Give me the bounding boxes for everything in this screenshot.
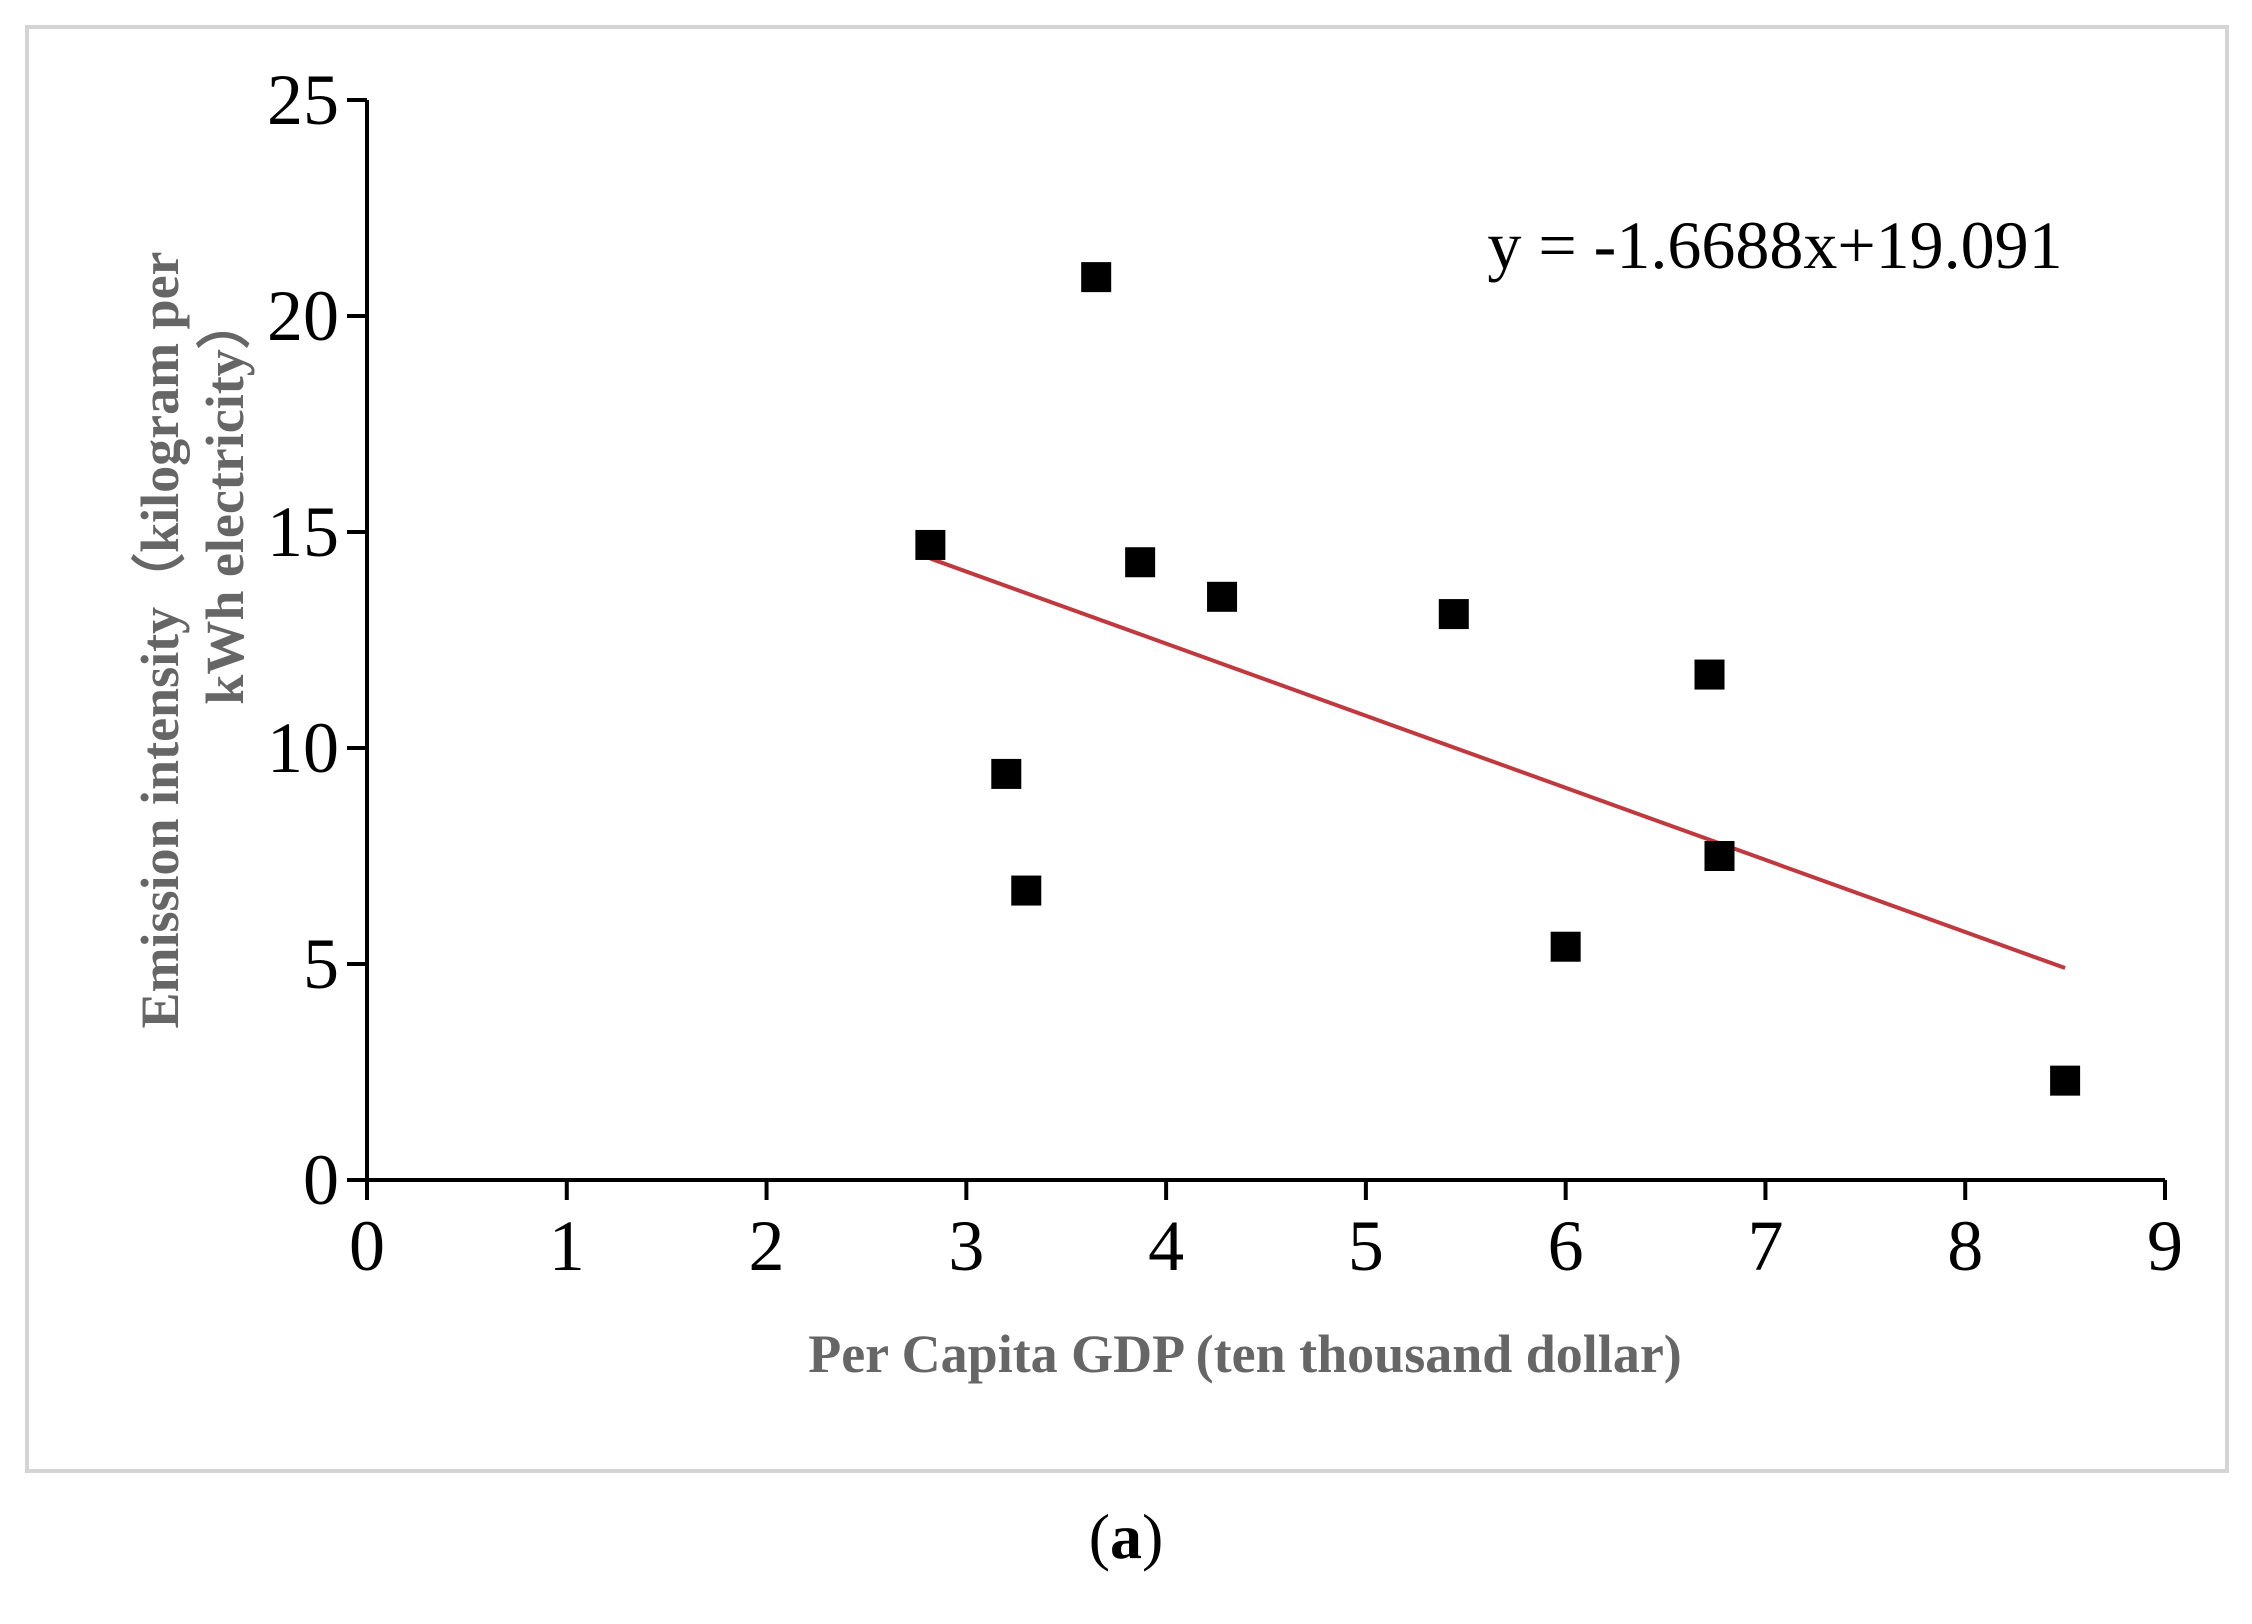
y-axis-title: Emission intensity（kilogram per kWh elec… <box>130 251 255 1028</box>
y-axis-title-line-2: kWh electricity） <box>195 295 255 704</box>
panel-label-close: ) <box>1142 1501 1164 1572</box>
data-point <box>1207 581 1238 612</box>
data-point <box>1125 547 1156 578</box>
x-tick-label: 4 <box>1148 1206 1184 1286</box>
data-point <box>991 758 1022 789</box>
data-point <box>2050 1065 2081 1096</box>
x-tick-label: 9 <box>2147 1206 2183 1286</box>
data-point <box>1550 931 1581 962</box>
y-tick-label: 15 <box>267 492 339 572</box>
trendline-equation: y = -1.6688x+19.091 <box>1487 207 2062 283</box>
panel-label-letter: a <box>1110 1501 1142 1572</box>
axes <box>347 98 2167 1200</box>
y-tick-label: 20 <box>267 276 339 356</box>
y-tick-label: 0 <box>303 1140 339 1220</box>
data-point <box>1694 659 1725 690</box>
x-tick-label: 2 <box>749 1206 785 1286</box>
data-points <box>915 262 2081 1096</box>
x-tick-label: 3 <box>948 1206 984 1286</box>
x-tick-label: 1 <box>549 1206 585 1286</box>
tick-labels: 0 1 2 3 4 5 6 7 8 9 0 5 10 15 20 25 <box>267 60 2183 1286</box>
data-point <box>1011 875 1042 906</box>
trendline <box>929 556 2066 970</box>
data-point <box>915 529 946 560</box>
panel-label: (a) <box>0 1500 2252 1574</box>
y-axis-title-line-1: Emission intensity（kilogram per <box>130 251 190 1028</box>
x-tick-label: 6 <box>1548 1206 1584 1286</box>
data-point <box>1438 599 1469 630</box>
x-tick-label: 7 <box>1747 1206 1783 1286</box>
x-axis-title: Per Capita GDP (ten thousand dollar) <box>808 1324 1682 1384</box>
x-tick-label: 5 <box>1348 1206 1384 1286</box>
y-tick-label: 5 <box>303 924 339 1004</box>
chart-frame <box>25 25 2229 1473</box>
data-point <box>1704 841 1735 871</box>
panel-label-open: ( <box>1088 1501 1110 1572</box>
y-tick-label: 10 <box>267 708 339 788</box>
scatter-chart: 0 1 2 3 4 5 6 7 8 9 0 5 10 15 20 25 y = -1.6688x+19.091… <box>130 60 2183 1384</box>
y-tick-label: 25 <box>267 60 339 140</box>
x-tick-label: 8 <box>1947 1206 1983 1286</box>
trendline-group <box>929 556 2066 970</box>
x-tick-label: 0 <box>349 1206 385 1286</box>
data-point <box>1081 262 1112 293</box>
